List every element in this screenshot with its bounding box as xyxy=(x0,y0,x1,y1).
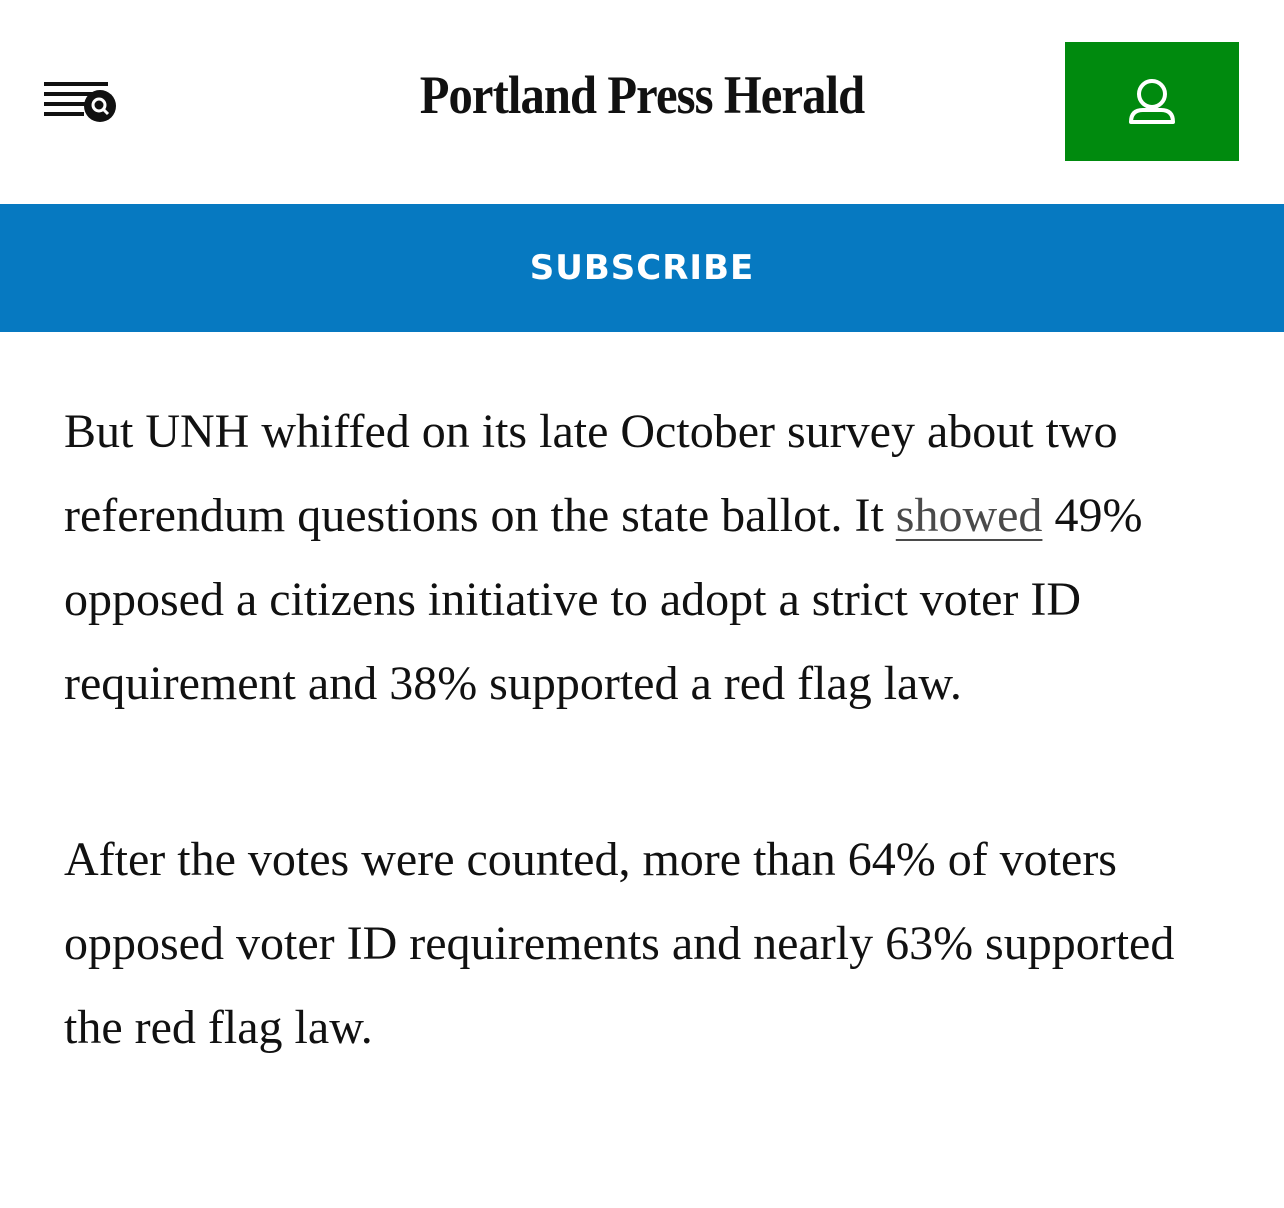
site-logo[interactable]: Portland Press Herald xyxy=(419,65,865,125)
text: 49% opposed a citizens initiative to ado… xyxy=(64,489,1143,710)
text: But UNH whiffed on its late October surv… xyxy=(64,405,1118,542)
link[interactable]: showed xyxy=(895,489,1043,542)
paragraph: After the votes were counted, more than … xyxy=(64,833,1175,1054)
article-body: But UNH whiffed on its late October surv… xyxy=(64,390,1234,1162)
paragraph: But UNH whiffed on its late October surv… xyxy=(64,390,1234,726)
subscribe-bar[interactable]: SUBSCRIBE xyxy=(0,204,1284,332)
site-header: Portland Press Herald xyxy=(0,0,1284,204)
account-icon xyxy=(1129,79,1175,124)
account-button[interactable] xyxy=(1065,42,1239,161)
menu-search-button[interactable] xyxy=(44,80,118,124)
